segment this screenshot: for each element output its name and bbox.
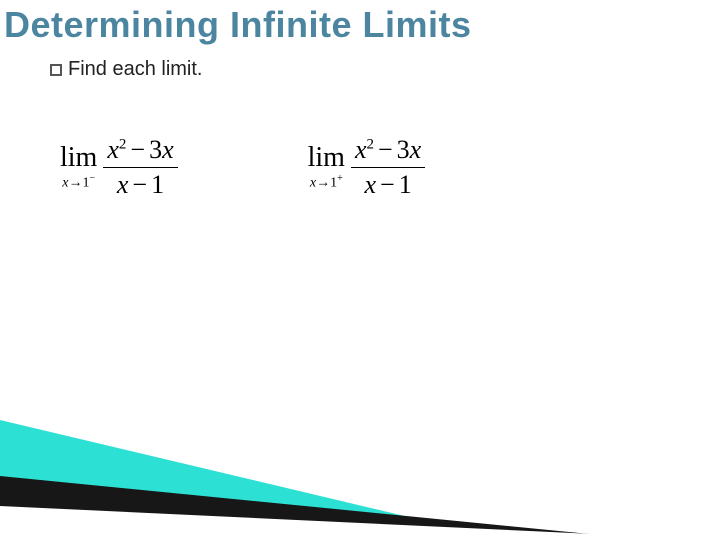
denominator: x−1: [113, 170, 168, 200]
lim-subscript: x→1−: [62, 174, 95, 191]
footer-black-wedge: [0, 476, 620, 537]
num-t2-var: x: [162, 135, 174, 164]
num-t2-coef: 3: [397, 135, 410, 164]
lim-label: lim: [308, 144, 345, 172]
denominator: x−1: [360, 170, 415, 200]
num-var: x: [355, 135, 367, 164]
num-t2-var: x: [410, 135, 422, 164]
fraction-bar: [351, 167, 425, 168]
lim-block-left: lim x→1−: [60, 144, 97, 191]
lim-block-right: lim x→1+: [308, 144, 345, 191]
lim-sub-arrow: →: [68, 176, 82, 191]
limit-expression-left: lim x→1− x2−3x x−1: [60, 135, 178, 200]
footer-white-wedge: [0, 506, 720, 540]
num-exp: 2: [367, 136, 375, 152]
lim-subscript: x→1+: [310, 174, 343, 191]
fraction-bar: [103, 167, 177, 168]
numerator: x2−3x: [351, 135, 425, 165]
num-var: x: [107, 135, 119, 164]
numerator: x2−3x: [103, 135, 177, 165]
lim-sub-side: −: [89, 173, 95, 184]
num-op: −: [126, 135, 149, 164]
fraction-left: x2−3x x−1: [103, 135, 177, 200]
lim-sub-val: 1: [330, 176, 337, 191]
footer-cyan-wedge: [0, 420, 455, 528]
lim-sub-side: +: [337, 173, 343, 184]
bullet-text: Find each limit.: [68, 58, 203, 81]
equations-region: lim x→1− x2−3x x−1 lim x→1+: [0, 135, 720, 200]
slide: Determining Infinite Limits Find each li…: [0, 0, 720, 540]
footer-decoration: [0, 420, 720, 540]
den-const: 1: [399, 170, 412, 199]
bullet-box-icon: [50, 64, 62, 76]
lim-sub-arrow: →: [316, 176, 330, 191]
fraction-right: x2−3x x−1: [351, 135, 425, 200]
lim-label: lim: [60, 144, 97, 172]
den-op: −: [128, 170, 151, 199]
limit-expression-right: lim x→1+ x2−3x x−1: [308, 135, 426, 200]
den-var: x: [117, 170, 129, 199]
den-var: x: [364, 170, 376, 199]
page-title: Determining Infinite Limits: [4, 4, 472, 46]
den-op: −: [376, 170, 399, 199]
den-const: 1: [151, 170, 164, 199]
num-t2-coef: 3: [149, 135, 162, 164]
bullet-row: Find each limit.: [50, 58, 203, 81]
num-op: −: [374, 135, 397, 164]
